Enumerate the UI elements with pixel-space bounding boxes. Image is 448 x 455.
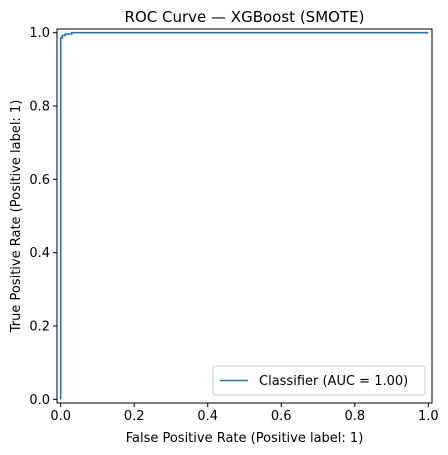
x-tick-label: 0.4: [197, 409, 218, 424]
plot-area-border: [56, 28, 433, 404]
x-tick-label: 1.0: [418, 409, 439, 424]
x-axis-ticks: 0.0 0.2 0.4 0.6 0.8 1.0: [50, 403, 439, 424]
y-tick-label: 0.8: [29, 100, 50, 115]
y-tick-label: 0.2: [29, 320, 50, 335]
x-tick-label: 0.2: [124, 409, 145, 424]
series-layer: [59, 31, 429, 400]
plot-frame: [56, 28, 433, 404]
roc-curve-line: [59, 31, 429, 400]
x-tick-label: 0.8: [344, 409, 365, 424]
legend-box: [212, 365, 426, 396]
y-axis-ticks: 0.0 0.2 0.4 0.6 0.8 1.0: [29, 26, 57, 408]
y-tick-label: 0.4: [29, 246, 50, 261]
y-tick-label: 1.0: [29, 26, 50, 41]
chart-title: ROC Curve — XGBoost (SMOTE): [125, 8, 365, 26]
x-tick-label: 0.6: [271, 409, 292, 424]
legend: Classifier (AUC = 1.00): [212, 365, 426, 396]
y-tick-label: 0.6: [29, 173, 50, 188]
x-axis-title: False Positive Rate (Positive label: 1): [126, 431, 364, 446]
legend-label: Classifier (AUC = 1.00): [259, 374, 408, 389]
y-axis-title: True Positive Rate (Positive label: 1): [9, 100, 24, 334]
x-tick-label: 0.0: [50, 409, 71, 424]
y-tick-label: 0.0: [29, 393, 50, 408]
